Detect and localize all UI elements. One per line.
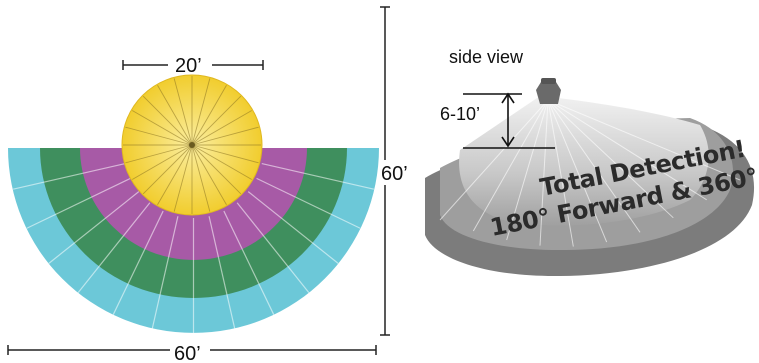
side-view-cone — [425, 78, 755, 277]
inner-spoke-line — [157, 85, 193, 146]
cone-zone-line — [547, 99, 608, 243]
inner-spoke-line — [173, 144, 193, 212]
inner-spoke-line — [191, 144, 259, 164]
cone-zone-line — [439, 99, 549, 221]
zone-divider-line — [223, 210, 275, 315]
inner-spoke-line — [132, 110, 193, 146]
top-view-pattern — [8, 74, 379, 333]
inner-spoke-line — [132, 144, 193, 180]
zone-divider-line — [208, 216, 236, 329]
zone-divider-line — [112, 210, 164, 315]
inner-spoke-line — [191, 144, 252, 180]
zone-divider-line — [151, 216, 179, 329]
cone-zone-line — [547, 99, 574, 247]
zone-divider-line — [247, 191, 339, 264]
inner-spoke-line — [173, 78, 193, 146]
inner-spoke-line — [191, 144, 242, 195]
zone-divider-line — [13, 162, 126, 190]
cone-zone-line — [547, 99, 741, 181]
height-60-label: 60’ — [381, 163, 408, 185]
cone-zone-line — [539, 99, 549, 246]
inner-spoke-line — [191, 126, 259, 146]
inner-spoke-line — [191, 144, 227, 205]
zone-divider-lines — [13, 162, 374, 333]
width-60-dimension — [7, 345, 377, 355]
cone-zone-lines — [439, 99, 741, 247]
inner-spoke-line — [157, 144, 193, 205]
inner-spoke-line — [142, 95, 193, 146]
cone-zone-line — [547, 99, 674, 219]
inner-spoke-line — [191, 144, 211, 212]
zone-divider-line — [26, 177, 131, 229]
cone-upper-light — [459, 96, 709, 226]
sensor-center-dot — [189, 142, 195, 148]
cone-zone-line — [547, 99, 707, 201]
inner-spoke-line — [142, 144, 193, 195]
side-view-label: side view — [449, 47, 524, 67]
sensor-body — [536, 82, 561, 104]
zone-divider-line — [261, 162, 374, 190]
sensor-mount — [541, 78, 556, 84]
width-20-label: 20’ — [175, 55, 202, 77]
inner-spoke-line — [191, 110, 252, 146]
zone-divider-line — [236, 202, 310, 294]
zone-divider-line — [77, 202, 151, 294]
inner-circle-spokes — [123, 76, 261, 214]
cone-zone-line — [506, 99, 549, 241]
inner-spoke-line — [191, 95, 242, 146]
mount-height-label: 6-10’ — [440, 104, 480, 124]
inner-spoke-line — [125, 126, 193, 146]
cone-zone-line — [472, 99, 549, 232]
zone-divider-line — [256, 177, 361, 229]
inner-spoke-line — [125, 144, 193, 164]
inner-spoke-line — [191, 78, 211, 146]
inner-spoke-line — [191, 85, 227, 146]
cone-zone-line — [547, 99, 641, 233]
width-20-dimension — [122, 60, 264, 70]
width-60-label: 60’ — [174, 343, 201, 363]
height-60-dimension — [380, 6, 390, 336]
zone-divider-line — [48, 191, 140, 264]
mount-height-dimension — [463, 92, 555, 149]
